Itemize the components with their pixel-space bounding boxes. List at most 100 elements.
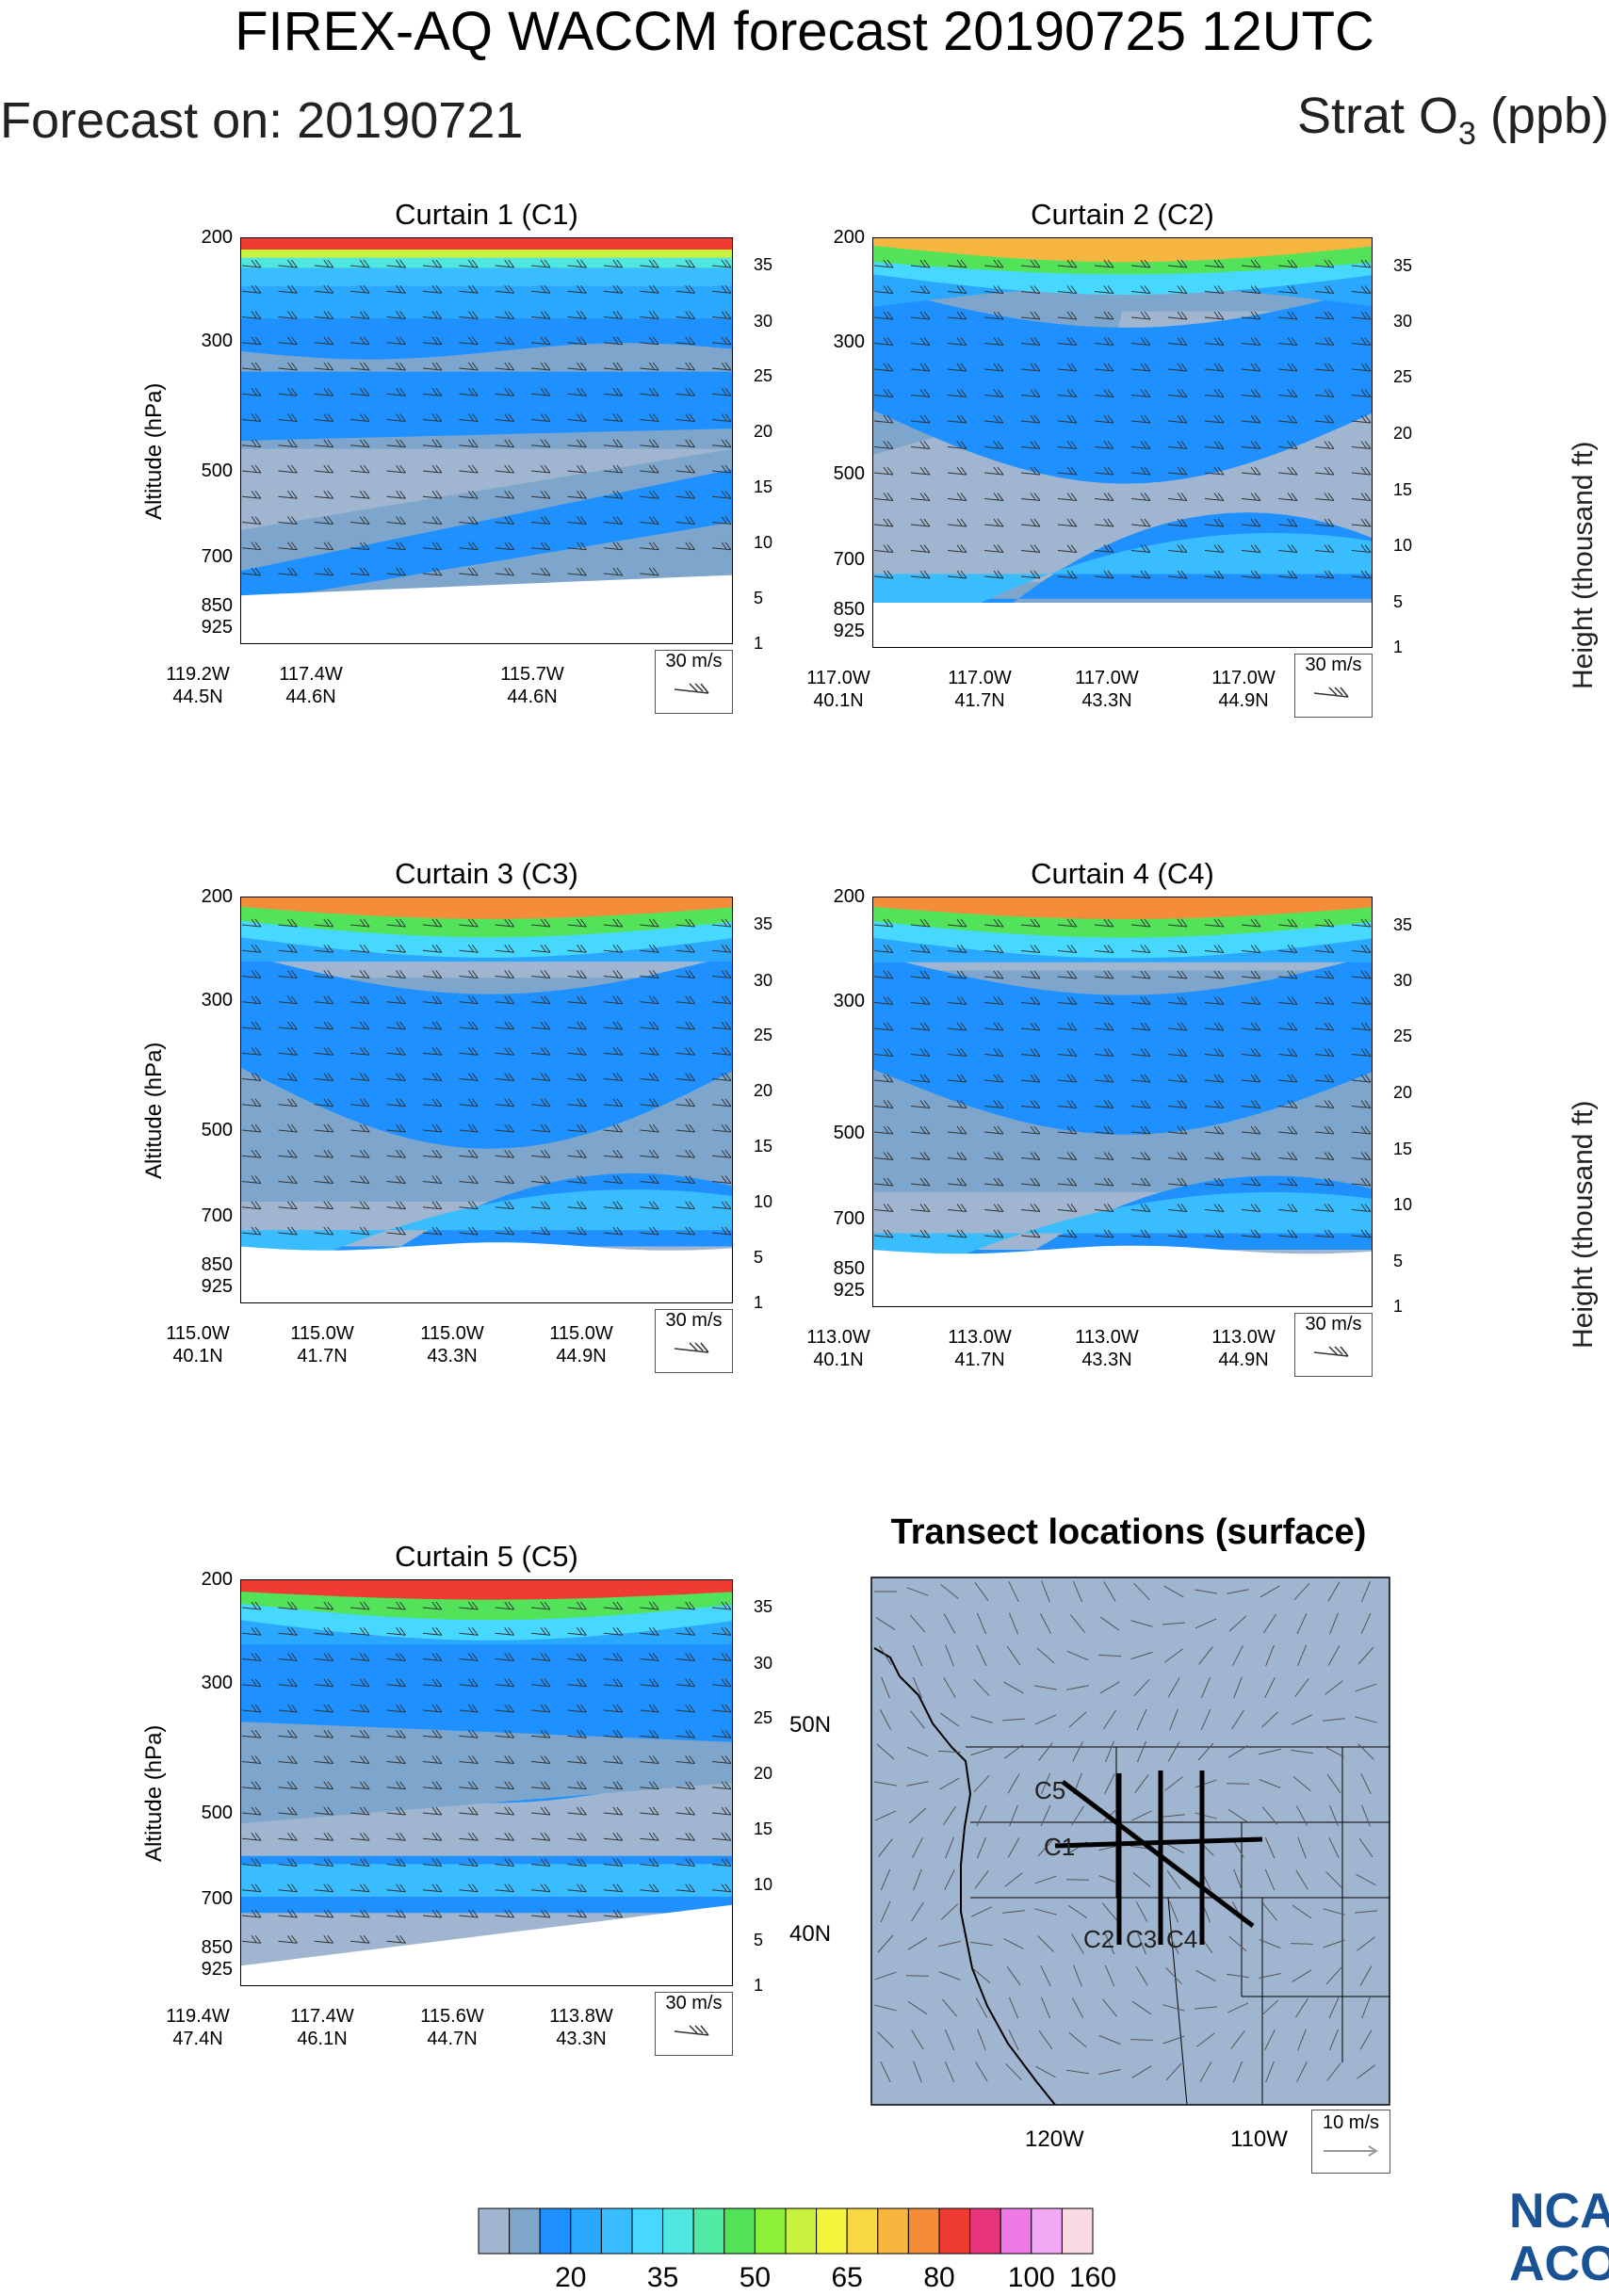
wind-barb bbox=[947, 414, 967, 424]
wind-barb bbox=[278, 567, 298, 576]
x-tick-lon: 115.0W bbox=[290, 1323, 354, 1344]
wind-barb bbox=[531, 970, 551, 978]
wind-barb bbox=[711, 1046, 732, 1056]
wind-reference-label: 30 m/s bbox=[665, 651, 723, 671]
wind-barb bbox=[1094, 970, 1114, 979]
wind-barb bbox=[1351, 389, 1372, 398]
pressure-tick: 200 bbox=[201, 886, 233, 907]
wind-barb bbox=[531, 567, 551, 576]
wind-barb bbox=[350, 970, 370, 978]
wind-barb bbox=[640, 1704, 659, 1713]
wind-barb bbox=[241, 1626, 262, 1636]
wind-arrow bbox=[973, 1774, 990, 1793]
wind-barb bbox=[1241, 466, 1261, 476]
wind-barb bbox=[459, 1201, 479, 1210]
wind-barb bbox=[1351, 441, 1372, 450]
wind-barb bbox=[495, 1626, 515, 1636]
wind-barb bbox=[983, 544, 1004, 554]
wind-barb bbox=[314, 944, 334, 953]
colorbar-label: 80 bbox=[923, 2262, 955, 2293]
wind-barb bbox=[567, 995, 587, 1005]
wind-barb bbox=[422, 1832, 443, 1841]
wind-barb bbox=[422, 1175, 443, 1184]
transect-line-c5 bbox=[1061, 1780, 1255, 1928]
wind-barb bbox=[422, 1021, 443, 1030]
wind-barb bbox=[1351, 414, 1372, 424]
wind-arrow bbox=[1292, 1775, 1311, 1792]
pressure-tick: 925 bbox=[201, 1958, 233, 1980]
wind-arrow bbox=[1195, 1779, 1217, 1788]
wind-reference-label: 30 m/s bbox=[665, 1993, 723, 2013]
wind-arrow bbox=[1200, 1676, 1211, 1699]
main-title: FIREX-AQ WACCM forecast 20190725 12UTC bbox=[235, 1, 1374, 62]
wind-barb bbox=[1351, 544, 1372, 554]
wind-barb bbox=[314, 284, 334, 294]
wind-barb bbox=[567, 944, 587, 953]
wind-barb bbox=[675, 1124, 696, 1133]
wind-barb bbox=[711, 1098, 732, 1108]
wind-barb bbox=[314, 542, 334, 551]
logo-line-1: NCA bbox=[1509, 2184, 1609, 2239]
wind-barb bbox=[947, 1100, 967, 1109]
wind-arrow bbox=[1165, 2062, 1182, 2081]
wind-barb bbox=[567, 464, 587, 474]
x-tick-lon: 113.0W bbox=[1211, 1327, 1276, 1348]
wind-barb bbox=[386, 1073, 406, 1081]
wind-barb bbox=[947, 945, 967, 953]
x-tick: 115.0W 41.7N bbox=[266, 1322, 379, 1367]
wind-arrow bbox=[1355, 1683, 1377, 1692]
wind-barb bbox=[910, 1229, 931, 1238]
wind-barb bbox=[1130, 518, 1151, 527]
wind-barb bbox=[314, 1626, 334, 1636]
wind-barb bbox=[711, 1226, 732, 1236]
pressure-tick: 500 bbox=[833, 1122, 865, 1143]
wind-barb bbox=[241, 918, 262, 928]
wind-barb bbox=[1020, 570, 1041, 579]
wind-barb bbox=[1351, 1125, 1372, 1135]
colorbar-swatch bbox=[662, 2207, 694, 2255]
height-tick: 15 bbox=[1393, 479, 1413, 499]
wind-barb bbox=[422, 413, 443, 422]
wind-barb bbox=[386, 439, 406, 448]
wind-barb bbox=[640, 1124, 659, 1133]
height-tick: 30 bbox=[1393, 312, 1413, 331]
wind-arrow bbox=[1071, 1933, 1084, 1954]
wind-arrow bbox=[1233, 1676, 1243, 1699]
wind-barb bbox=[278, 1226, 298, 1236]
wind-barb bbox=[1314, 1100, 1335, 1109]
wind-arrow bbox=[1133, 1582, 1150, 1601]
wind-barb bbox=[567, 1653, 587, 1661]
wind-barb bbox=[567, 1704, 587, 1713]
wind-arrow bbox=[1227, 1973, 1249, 1979]
wind-barb bbox=[1167, 1229, 1188, 1238]
wind-barb bbox=[640, 1201, 659, 1210]
wind-barb bbox=[1167, 945, 1188, 953]
wind-barb bbox=[1020, 363, 1041, 372]
wind-barb bbox=[873, 285, 894, 294]
wind-barb bbox=[1241, 414, 1261, 424]
wind-barb bbox=[1057, 1229, 1078, 1238]
wind-barb bbox=[531, 995, 551, 1005]
wind-arrow bbox=[1228, 1935, 1247, 1952]
colorbar-swatch bbox=[938, 2207, 971, 2255]
wind-barb bbox=[640, 542, 659, 551]
wind-barb bbox=[531, 311, 551, 319]
wind-barb bbox=[386, 464, 406, 474]
wind-barb bbox=[386, 1832, 406, 1841]
wind-barb bbox=[531, 1858, 551, 1867]
wind-arrow bbox=[877, 1934, 894, 1953]
wind-barb bbox=[278, 1934, 298, 1944]
wind-barb bbox=[1167, 1022, 1188, 1031]
panel-title-c5: Curtain 5 (C5) bbox=[395, 1540, 578, 1573]
wind-barb bbox=[314, 1601, 334, 1610]
wind-barb bbox=[873, 337, 894, 347]
pressure-tick: 200 bbox=[201, 1569, 233, 1590]
x-tick-lat: 41.7N bbox=[297, 1346, 348, 1366]
wind-barb bbox=[910, 518, 931, 527]
altitude-axis-label: Altitude (hPa) bbox=[141, 382, 167, 520]
wind-barb bbox=[1277, 570, 1298, 579]
wind-barb bbox=[603, 1175, 624, 1184]
wind-barb bbox=[422, 1626, 443, 1636]
wind-barb bbox=[1204, 1074, 1225, 1083]
wind-barb bbox=[711, 944, 732, 953]
